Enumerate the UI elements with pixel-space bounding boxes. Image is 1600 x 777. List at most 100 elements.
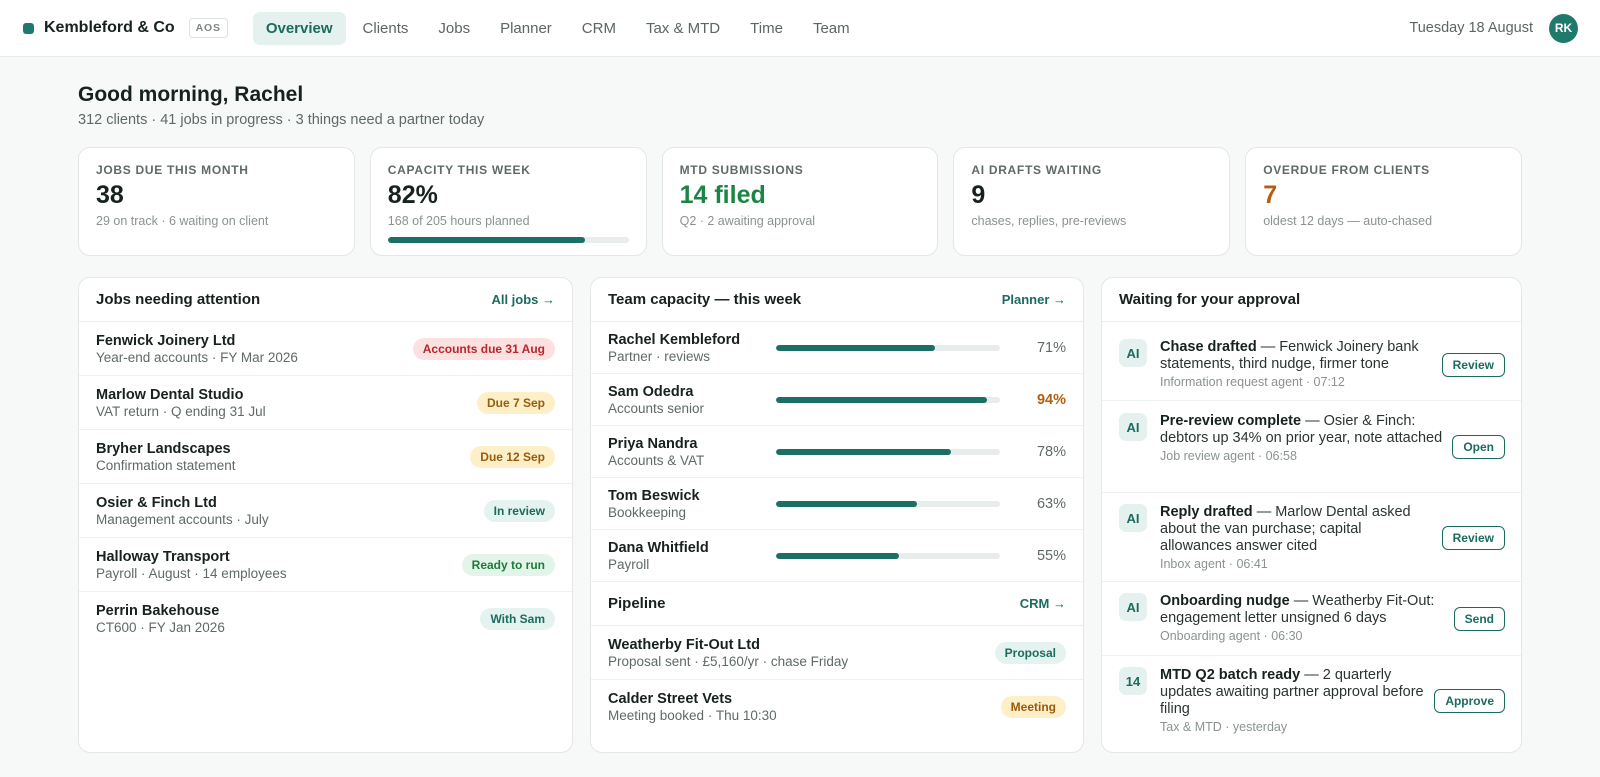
team-member-row[interactable]: Dana Whitfield Payroll 55% — [591, 530, 1083, 582]
panel-header: Jobs needing attention All jobs → — [79, 278, 572, 322]
client-name: Bryher Landscapes — [96, 440, 231, 457]
job-row[interactable]: Halloway Transport Payroll · August · 14… — [79, 538, 572, 592]
current-date: Tuesday 18 August — [1409, 20, 1533, 36]
brand-logo-icon — [23, 22, 34, 34]
stat-card-capacity[interactable]: Capacity this week 82% 168 of 205 hours … — [369, 147, 647, 256]
approval-text: — Weatherby Fit-Out: engagement letter u… — [1160, 593, 1435, 626]
all-jobs-link[interactable]: All jobs → — [491, 292, 555, 307]
team-member-row[interactable]: Sam Odedra Accounts senior 94% — [591, 374, 1083, 426]
jobs-attention-panel: Jobs needing attention All jobs → Fenwic… — [78, 277, 573, 753]
nav-tab-overview[interactable]: Overview — [252, 11, 346, 45]
pipeline-row[interactable]: Weatherby Fit-Out Ltd Proposal sent · £5… — [591, 626, 1083, 680]
client-name: Osier & Finch Ltd — [96, 494, 217, 511]
job-description: Payroll · August · 14 employees — [96, 565, 287, 581]
planner-link[interactable]: Planner → — [1001, 292, 1066, 307]
job-row[interactable]: Perrin Bakehouse CT600 · FY Jan 2026 Wit… — [79, 592, 572, 646]
stat-subtext: chases, replies, pre-reviews — [971, 214, 1127, 228]
stat-value: 14 filed — [679, 181, 766, 209]
send-button[interactable]: Send — [1453, 607, 1505, 631]
ai-agent-badge: AI — [1119, 413, 1147, 441]
approval-title: Pre-review complete — [1160, 413, 1302, 429]
client-name: Perrin Bakehouse — [96, 603, 220, 619]
stat-card-mtd-submissions[interactable]: MTD submissions 14 filed Q2 · 2 awaiting… — [661, 147, 939, 256]
approval-title: MTD Q2 batch ready — [1160, 667, 1301, 683]
approval-item: 14 MTD Q2 batch ready — 2 quarterly upda… — [1102, 656, 1521, 752]
open-button[interactable]: Open — [1452, 435, 1505, 459]
pipeline-row[interactable]: Calder Street Vets Meeting booked · Thu … — [591, 680, 1083, 734]
capacity-bar — [776, 344, 1000, 351]
header-right: Tuesday 18 August RK — [1409, 13, 1578, 43]
approval-title: Onboarding nudge — [1160, 593, 1290, 609]
stat-value: 9 — [971, 181, 986, 209]
member-role: Accounts senior — [608, 400, 705, 416]
approval-body: MTD Q2 batch ready — 2 quarterly updates… — [1160, 667, 1424, 736]
brand[interactable]: Kembleford & Co AOS — [23, 18, 228, 38]
approval-body: Chase drafted — Fenwick Joinery bank sta… — [1160, 339, 1432, 391]
review-button[interactable]: Review — [1441, 526, 1505, 550]
job-row[interactable]: Bryher Landscapes Confirmation statement… — [79, 430, 572, 484]
review-button[interactable]: Review — [1441, 353, 1505, 377]
capacity-bar — [776, 552, 1000, 559]
job-row[interactable]: Fenwick Joinery Ltd Year-end accounts · … — [79, 322, 572, 376]
stat-card-ai-drafts[interactable]: AI drafts waiting 9 chases, replies, pre… — [953, 147, 1231, 256]
stat-value: 7 — [1263, 181, 1278, 209]
approval-body: Reply drafted — Marlow Dental asked abou… — [1160, 504, 1432, 573]
capacity-percent: 55% — [1036, 547, 1066, 564]
capacity-progress-bar — [387, 237, 629, 243]
job-description: Management accounts · July — [96, 511, 269, 527]
capacity-bar — [776, 396, 1000, 403]
status-badge: Accounts due 31 Aug — [412, 337, 555, 360]
nav-tab-planner[interactable]: Planner — [500, 19, 552, 37]
job-description: VAT return · Q ending 31 Jul — [96, 403, 266, 419]
job-row[interactable]: Osier & Finch Ltd Management accounts · … — [79, 484, 572, 538]
stage-badge: Meeting — [1000, 696, 1066, 718]
stat-card-jobs-due[interactable]: Jobs due this month 38 29 on track · 6 w… — [78, 147, 355, 256]
nav-tab-team[interactable]: Team — [812, 19, 850, 37]
status-badge: In review — [483, 499, 555, 522]
status-badge: With Sam — [480, 608, 555, 630]
team-member-row[interactable]: Tom Beswick Bookkeeping 63% — [591, 478, 1083, 530]
capacity-bar-fill — [776, 396, 987, 403]
capacity-bar — [776, 448, 1000, 455]
stat-card-overdue[interactable]: Overdue from clients 7 oldest 12 days — … — [1245, 147, 1522, 256]
approval-text: — 2 quarterly updates awaiting partner a… — [1160, 667, 1424, 717]
status-badge: Due 12 Sep — [470, 445, 555, 468]
nav-tab-time[interactable]: Time — [750, 19, 783, 37]
stat-subtext: Q2 · 2 awaiting approval — [679, 214, 816, 228]
page-subtitle: 312 clients · 41 jobs in progress · 3 th… — [78, 112, 485, 128]
capacity-bar-fill — [776, 500, 918, 507]
stat-subtext: 168 of 205 hours planned — [387, 214, 530, 228]
approval-text: — Fenwick Joinery bank statements, third… — [1160, 339, 1419, 372]
approval-body: Onboarding nudge — Weatherby Fit-Out: en… — [1160, 593, 1444, 645]
approval-meta: Onboarding agent · 06:30 — [1160, 629, 1303, 643]
panel-header: Waiting for your approval — [1102, 278, 1521, 322]
nav-tab-jobs[interactable]: Jobs — [438, 19, 471, 37]
status-badge: Due 7 Sep — [476, 391, 555, 414]
prospect-name: Calder Street Vets — [608, 691, 733, 707]
team-capacity-panel: Team capacity — this week Planner → Rach… — [590, 277, 1084, 753]
approve-button[interactable]: Approve — [1434, 689, 1505, 713]
member-role: Payroll — [608, 556, 650, 572]
job-description: Confirmation statement — [96, 457, 236, 473]
member-name: Rachel Kembleford — [608, 331, 741, 348]
team-member-row[interactable]: Rachel Kembleford Partner · reviews 71% — [591, 322, 1083, 374]
count-badge: 14 — [1119, 667, 1147, 695]
main-nav: Overview Clients Jobs Planner CRM Tax & … — [252, 11, 863, 45]
panel-title: Waiting for your approval — [1119, 291, 1301, 308]
nav-tab-tax-mtd[interactable]: Tax & MTD — [645, 19, 721, 37]
main-content: Good morning, Rachel 312 clients · 41 jo… — [0, 57, 1600, 753]
capacity-bar-fill — [776, 344, 936, 351]
crm-link[interactable]: CRM → — [1019, 596, 1066, 611]
capacity-progress-fill — [387, 237, 586, 243]
capacity-percent: 63% — [1036, 495, 1066, 512]
client-name: Marlow Dental Studio — [96, 386, 244, 403]
approval-meta: Inbox agent · 06:41 — [1160, 557, 1268, 571]
user-avatar[interactable]: RK — [1549, 13, 1578, 43]
approval-title: Reply drafted — [1160, 504, 1253, 520]
panel-title: Jobs needing attention — [96, 291, 261, 308]
team-member-row[interactable]: Priya Nandra Accounts & VAT 78% — [591, 426, 1083, 478]
nav-tab-crm[interactable]: CRM — [581, 19, 616, 37]
nav-tab-clients[interactable]: Clients — [362, 19, 409, 37]
job-row[interactable]: Marlow Dental Studio VAT return · Q endi… — [79, 376, 572, 430]
approval-meta: Tax & MTD · yesterday — [1160, 720, 1288, 734]
